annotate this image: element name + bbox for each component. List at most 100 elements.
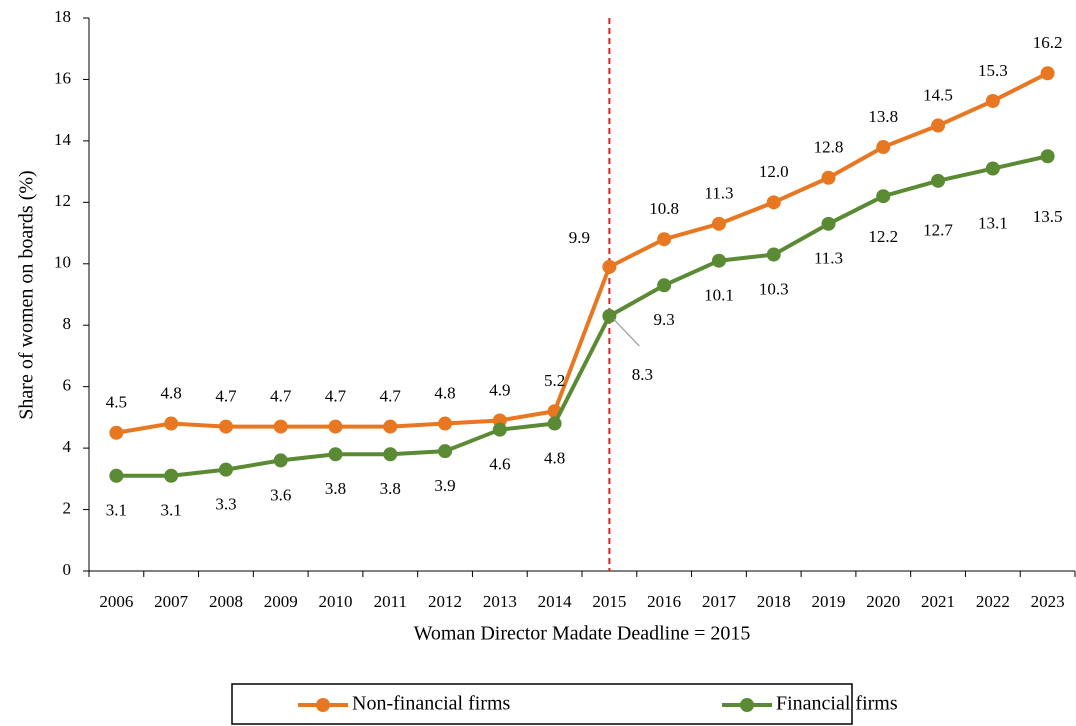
point [328,419,343,434]
x-tick-label: 2017 [702,592,737,611]
data-label: 13.5 [1033,207,1063,226]
point [657,278,672,293]
x-tick-label: 2009 [264,592,298,611]
x-tick-label: 2013 [483,592,517,611]
data-label: 11.3 [704,184,733,203]
data-label: 12.7 [923,221,953,240]
x-tick-label: 2011 [374,592,407,611]
point [602,309,617,324]
point [711,253,726,268]
legend-label: Non-financial firms [352,693,510,715]
data-label: 15.3 [978,61,1008,80]
point [1040,149,1055,164]
point [109,425,124,440]
point [218,419,233,434]
data-label: 4.9 [489,380,510,399]
data-label: 13.1 [978,213,1008,232]
x-tick-label: 2007 [154,592,189,611]
x-tick-label: 2021 [921,592,955,611]
data-label: 10.1 [704,286,734,305]
x-axis-title: Woman Director Madate Deadline = 2015 [414,623,751,645]
data-label: 4.8 [161,383,182,402]
point [931,173,946,188]
data-label: 16.2 [1033,33,1063,52]
point [328,447,343,462]
data-label: 3.3 [215,495,236,514]
x-tick-label: 2008 [209,592,243,611]
data-label: 12.0 [759,162,789,181]
data-label: 4.7 [325,387,347,406]
data-label: 4.7 [215,387,237,406]
point [985,161,1000,176]
y-tick-label: 8 [63,314,72,333]
y-tick-label: 12 [54,191,71,210]
x-tick-label: 2012 [428,592,462,611]
x-tick-label: 2014 [538,592,573,611]
x-tick-label: 2020 [866,592,900,611]
data-label: 4.7 [270,387,292,406]
data-label: 10.3 [759,279,789,298]
point [876,140,891,155]
y-tick-label: 18 [54,7,71,26]
x-tick-label: 2019 [812,592,846,611]
point [438,416,453,431]
data-label: 8.3 [632,365,653,384]
point [273,453,288,468]
data-label: 10.8 [649,199,679,218]
point [383,419,398,434]
legend-swatch-point [740,698,754,712]
data-label: 4.7 [380,387,402,406]
data-label: 14.5 [923,85,953,104]
data-label: 12.2 [868,227,898,246]
data-label: 3.1 [106,501,127,520]
y-tick-label: 6 [63,376,72,395]
x-tick-label: 2022 [976,592,1010,611]
point [273,419,288,434]
legend-box [231,683,853,725]
data-label: 4.8 [544,448,565,467]
y-tick-label: 14 [54,130,72,149]
point [383,447,398,462]
data-label: 4.8 [434,383,455,402]
leader-line [612,318,640,347]
data-label: 3.1 [161,501,182,520]
point [657,232,672,247]
point [876,189,891,204]
x-tick-label: 2016 [647,592,681,611]
data-label: 3.8 [325,479,346,498]
point [547,416,562,431]
data-label: 11.3 [814,249,843,268]
point [164,468,179,483]
data-label: 12.8 [814,138,844,157]
point [109,468,124,483]
y-tick-label: 16 [54,68,71,87]
point [766,195,781,210]
y-tick-label: 4 [63,437,72,456]
data-label: 3.9 [434,476,455,495]
point [492,422,507,437]
x-tick-label: 2006 [99,592,133,611]
legend-swatch-point [316,698,330,712]
y-axis-title: Share of women on boards (%) [16,170,38,419]
x-tick-label: 2010 [319,592,353,611]
series-line [116,154,1049,478]
data-label: 9.9 [569,228,590,247]
y-tick-label: 2 [63,498,72,517]
data-label: 4.6 [489,455,510,474]
series-line [116,71,1049,435]
point [1040,66,1055,81]
point [821,216,836,231]
y-tick-label: 0 [63,560,72,579]
y-tick-label: 10 [54,253,71,272]
x-tick-label: 2023 [1031,592,1065,611]
point [218,462,233,477]
x-tick-label: 2018 [757,592,791,611]
data-label: 3.6 [270,485,291,504]
x-tick-label: 2015 [592,592,626,611]
point [766,247,781,262]
point [438,444,453,459]
point [985,93,1000,108]
data-label: 9.3 [654,310,675,329]
point [931,118,946,133]
